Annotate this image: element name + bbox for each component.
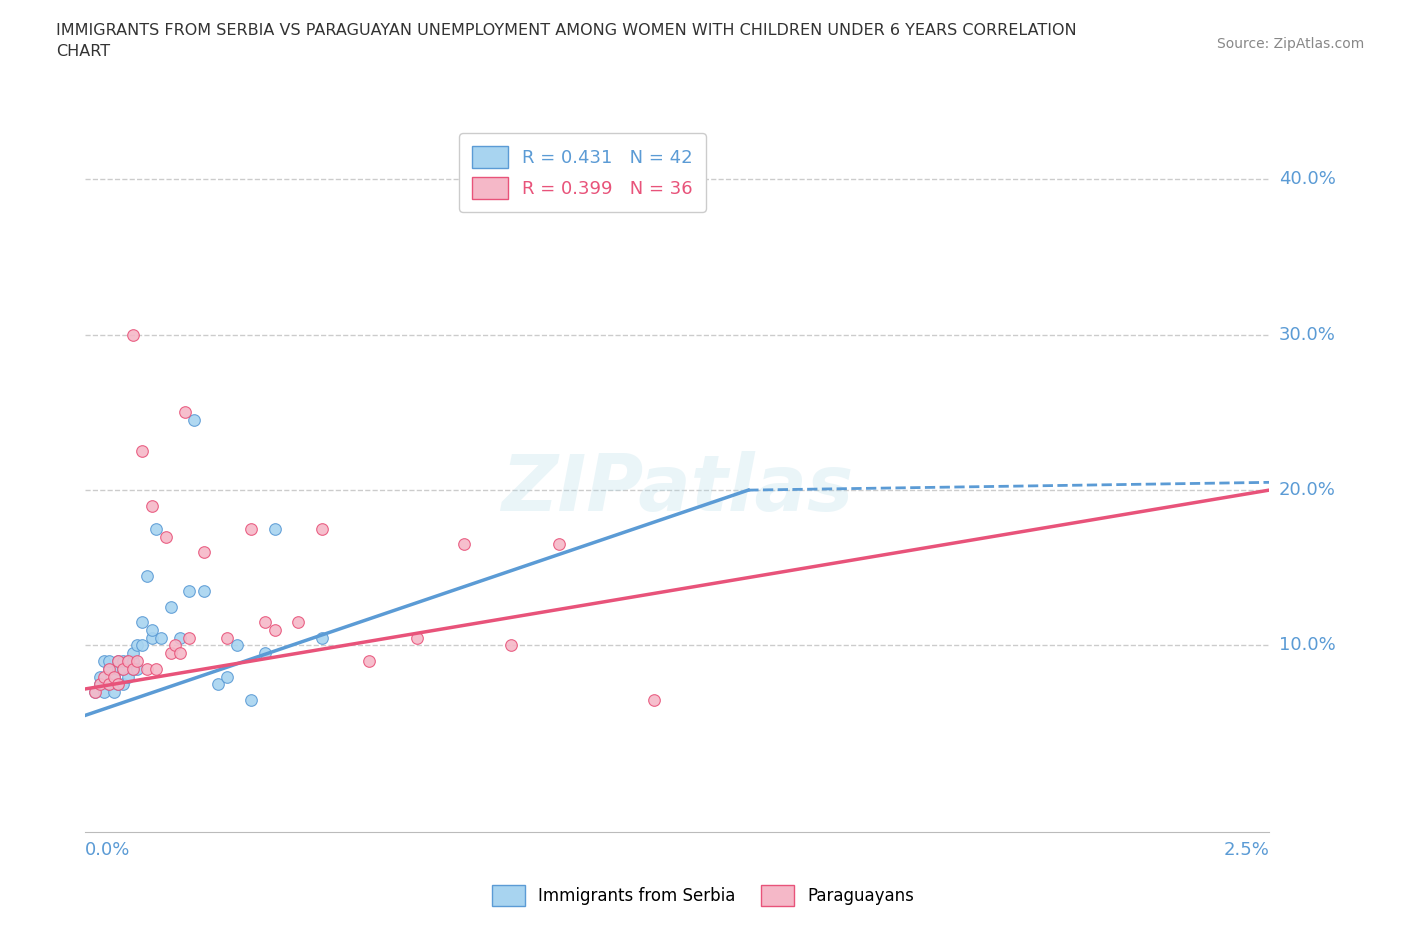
Point: [121, 645, 143, 660]
Point: [121, 654, 143, 669]
Point: [103, 684, 125, 699]
Point: [117, 669, 139, 684]
Point: [98, 661, 121, 676]
Point: [311, 522, 333, 537]
Point: [131, 615, 153, 630]
Point: [165, 638, 187, 653]
Point: [98, 654, 121, 669]
Point: [135, 661, 157, 676]
Point: [93, 669, 115, 684]
Point: [107, 654, 129, 669]
Point: [169, 645, 191, 660]
Point: [93, 684, 115, 699]
Point: [127, 661, 149, 676]
Point: [141, 498, 163, 513]
Point: [217, 631, 239, 645]
Point: [121, 327, 143, 342]
Text: ZIPatlas: ZIPatlas: [501, 451, 853, 527]
Point: [141, 631, 163, 645]
Point: [83, 684, 105, 699]
Point: [131, 444, 153, 458]
Point: [501, 638, 523, 653]
Point: [112, 654, 135, 669]
Point: [643, 692, 665, 707]
Point: [240, 522, 263, 537]
Text: 40.0%: 40.0%: [1278, 170, 1336, 189]
Point: [263, 622, 285, 637]
Point: [173, 405, 195, 419]
Point: [179, 631, 201, 645]
Point: [193, 584, 215, 599]
Point: [240, 692, 263, 707]
Point: [287, 615, 309, 630]
Point: [98, 677, 121, 692]
Point: [135, 568, 157, 583]
Point: [107, 677, 129, 692]
Point: [107, 654, 129, 669]
Point: [183, 413, 205, 428]
Point: [103, 669, 125, 684]
Text: 20.0%: 20.0%: [1278, 481, 1336, 499]
Point: [359, 654, 381, 669]
Text: IMMIGRANTS FROM SERBIA VS PARAGUAYAN UNEMPLOYMENT AMONG WOMEN WITH CHILDREN UNDE: IMMIGRANTS FROM SERBIA VS PARAGUAYAN UNE…: [56, 23, 1077, 60]
Point: [121, 661, 143, 676]
Point: [141, 622, 163, 637]
Text: 0.0%: 0.0%: [86, 841, 131, 859]
Point: [112, 661, 135, 676]
Point: [547, 537, 569, 551]
Point: [117, 654, 139, 669]
Text: 10.0%: 10.0%: [1278, 636, 1336, 655]
Point: [103, 669, 125, 684]
Point: [131, 638, 153, 653]
Point: [112, 677, 135, 692]
Point: [311, 631, 333, 645]
Legend: R = 0.431   N = 42, R = 0.399   N = 36: R = 0.431 N = 42, R = 0.399 N = 36: [460, 134, 706, 212]
Text: 30.0%: 30.0%: [1278, 326, 1336, 344]
Text: 2.5%: 2.5%: [1223, 841, 1270, 859]
Point: [150, 631, 173, 645]
Point: [89, 677, 111, 692]
Point: [453, 537, 475, 551]
Point: [127, 654, 149, 669]
Point: [217, 669, 239, 684]
Point: [405, 631, 427, 645]
Point: [254, 645, 277, 660]
Point: [263, 522, 285, 537]
Point: [145, 661, 167, 676]
Point: [254, 615, 277, 630]
Point: [159, 599, 181, 614]
Point: [107, 661, 129, 676]
Point: [169, 631, 191, 645]
Point: [179, 584, 201, 599]
Point: [83, 684, 105, 699]
Point: [89, 669, 111, 684]
Point: [112, 661, 135, 676]
Text: Source: ZipAtlas.com: Source: ZipAtlas.com: [1216, 37, 1364, 51]
Point: [159, 645, 181, 660]
Point: [98, 677, 121, 692]
Point: [127, 638, 149, 653]
Point: [117, 654, 139, 669]
Point: [93, 654, 115, 669]
Point: [89, 677, 111, 692]
Point: [121, 661, 143, 676]
Point: [145, 522, 167, 537]
Point: [98, 661, 121, 676]
Point: [225, 638, 247, 653]
Point: [155, 529, 177, 544]
Point: [207, 677, 229, 692]
Point: [107, 677, 129, 692]
Point: [193, 545, 215, 560]
Legend: Immigrants from Serbia, Paraguayans: Immigrants from Serbia, Paraguayans: [485, 879, 921, 912]
